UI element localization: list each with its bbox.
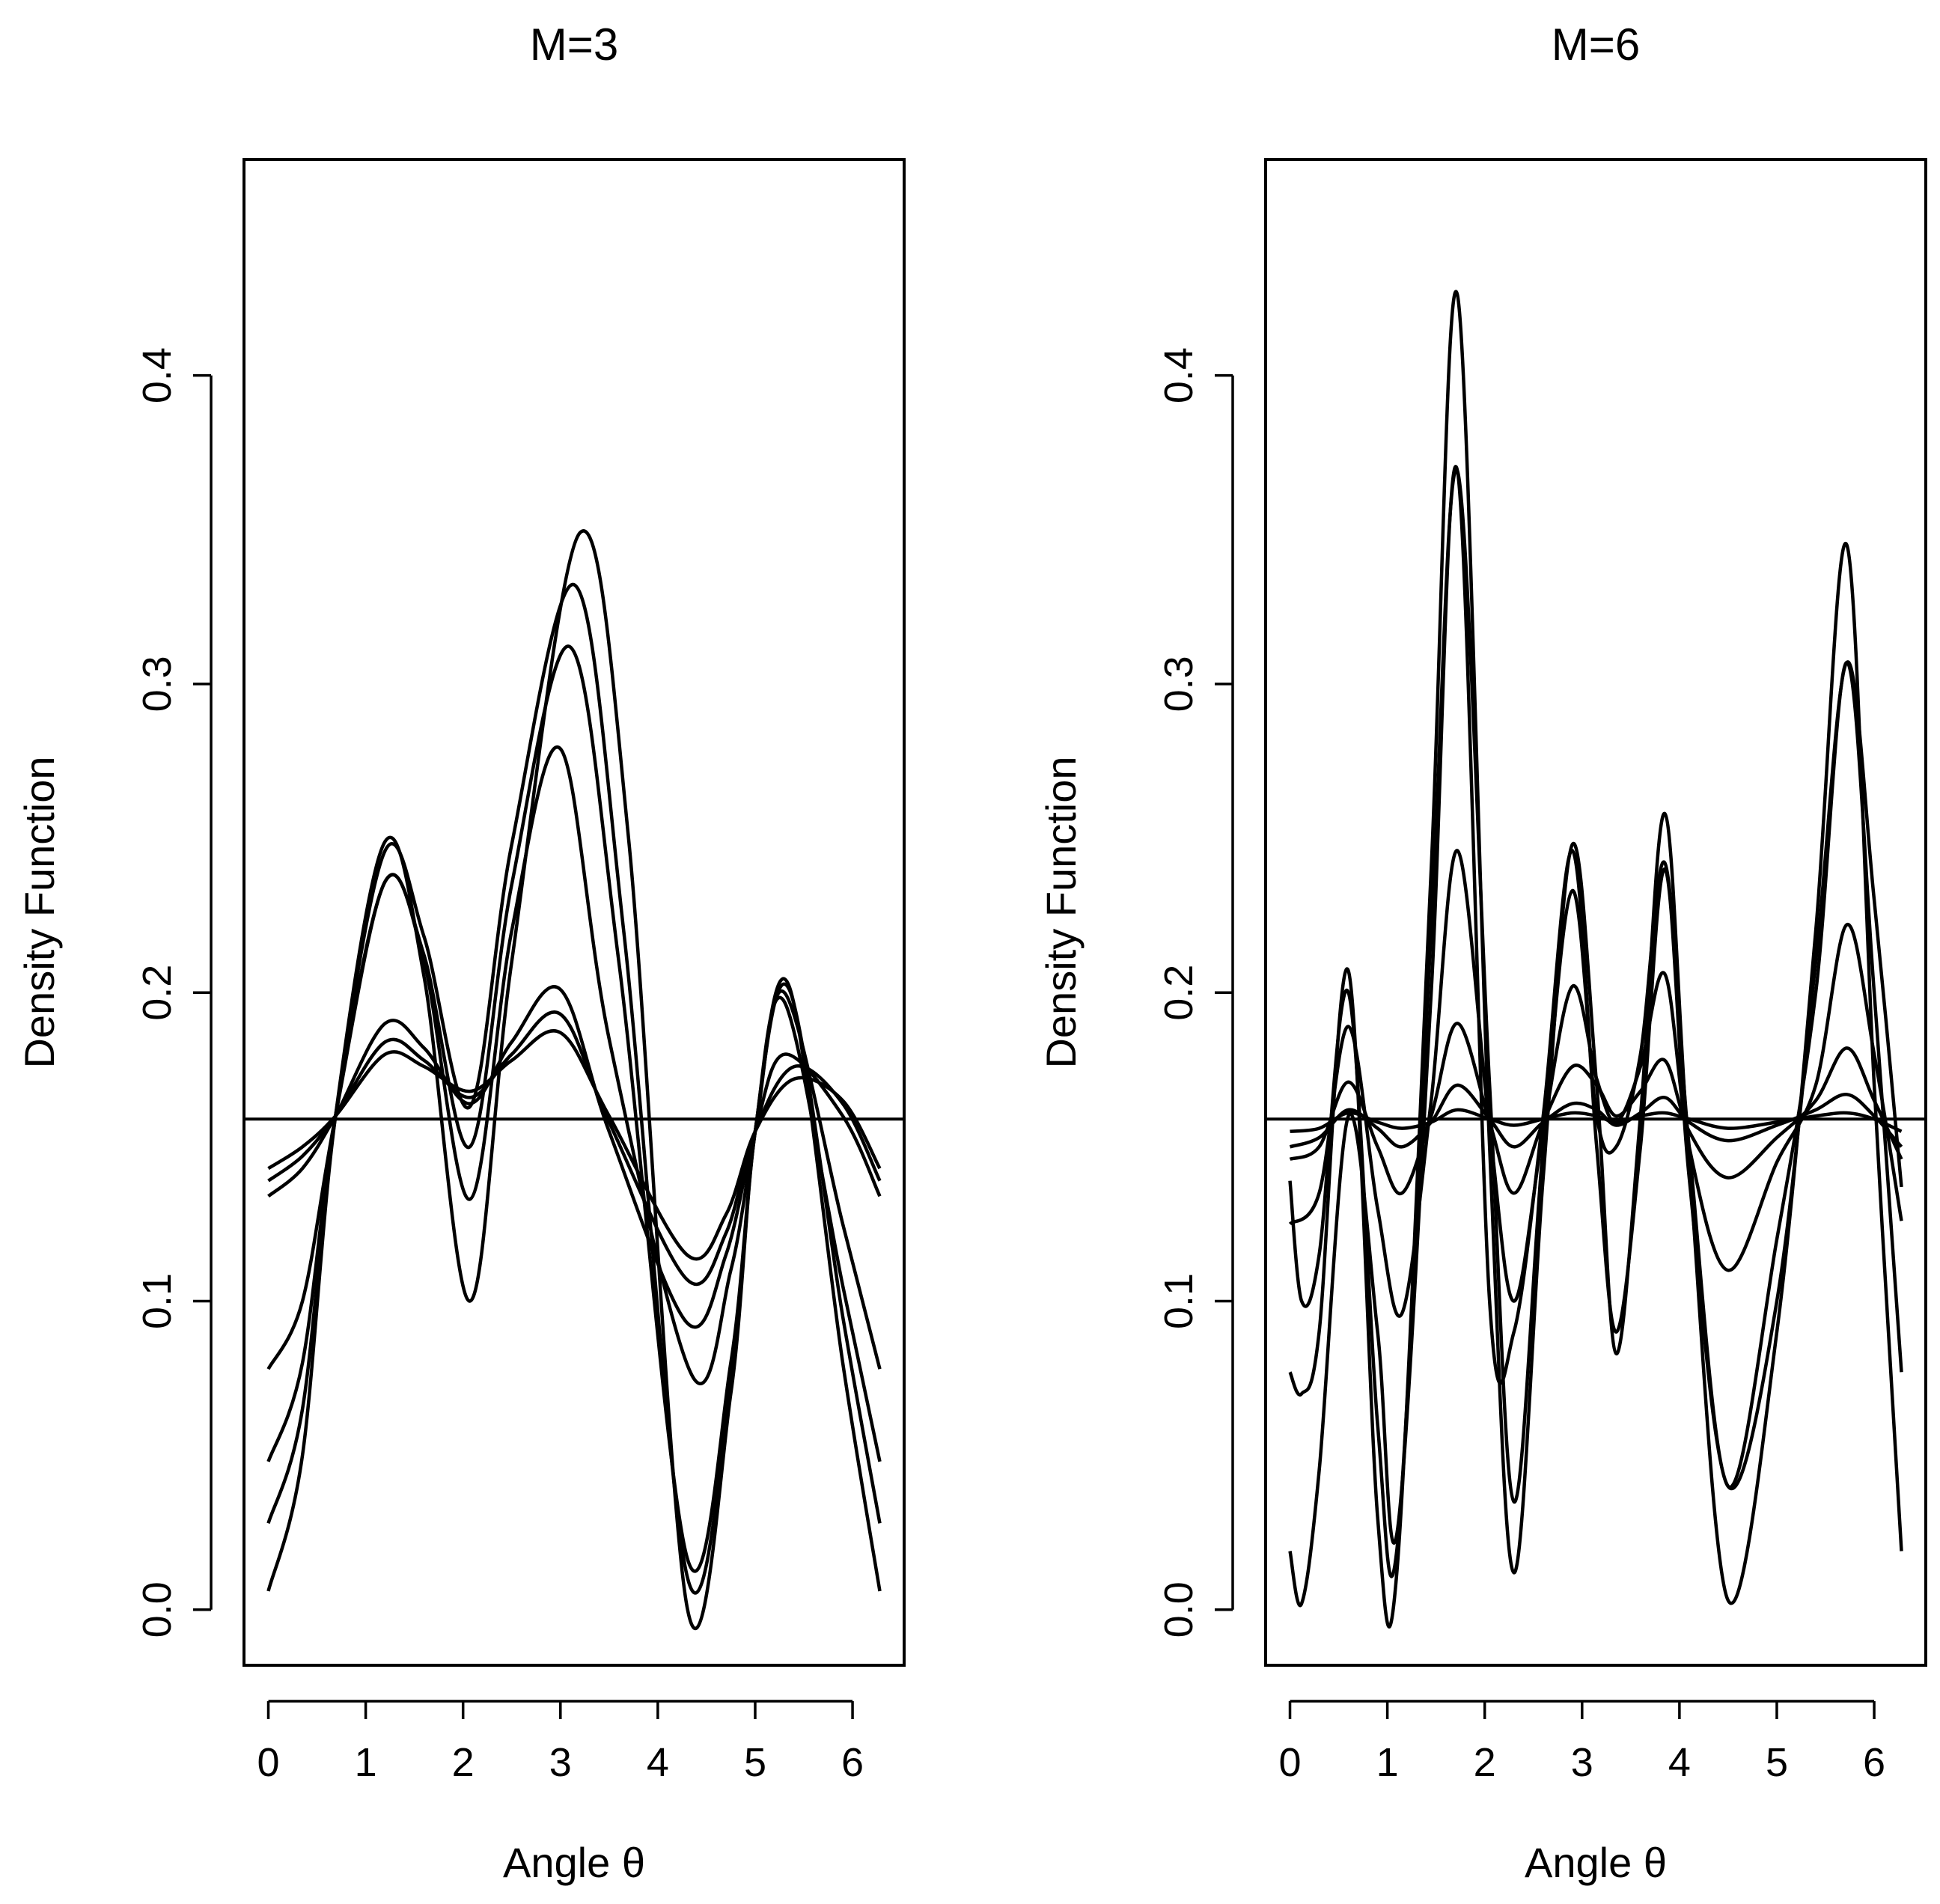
density-curve-4 (1288, 849, 1903, 1318)
x-tick-label: 6 (841, 1740, 864, 1785)
x-tick-label: 0 (257, 1740, 279, 1785)
y-tick-label: 0.2 (1156, 965, 1201, 1021)
x-tick-label: 0 (1278, 1740, 1301, 1785)
plot-area (244, 529, 904, 1631)
panel-m6: M=6 0 1 2 3 4 5 6 0.0 0.1 0.2 0.3 0.4 Angle θ Dens… (1037, 19, 1927, 1886)
y-tick-label: 0.1 (135, 1273, 180, 1329)
density-curve-7 (1288, 465, 1903, 1608)
y-axis: 0.0 0.1 0.2 0.3 0.4 (1156, 347, 1234, 1638)
y-axis: 0.0 0.1 0.2 0.3 0.4 (135, 347, 213, 1638)
density-curve-2 (1289, 1083, 1903, 1149)
y-tick-label: 0.4 (1156, 347, 1201, 403)
x-tick-label: 5 (744, 1740, 766, 1785)
panel-m3: M=3 0 1 2 3 4 5 6 0.0 0.1 0.2 0.3 0.4 Angle θ Dens… (16, 19, 906, 1886)
density-curve-3 (1289, 1022, 1903, 1196)
density-curve-2 (267, 1010, 882, 1287)
x-tick-label: 3 (1571, 1740, 1593, 1785)
y-tick-label: 0.4 (135, 347, 180, 403)
x-axis: 0 1 2 3 4 5 6 (1278, 1700, 1885, 1785)
x-tick-label: 2 (1474, 1740, 1496, 1785)
x-tick-label: 2 (452, 1740, 475, 1785)
x-tick-label: 1 (355, 1740, 377, 1785)
x-tick-label: 5 (1766, 1740, 1788, 1785)
panel-title: M=6 (1552, 19, 1640, 70)
y-tick-label: 0.3 (1156, 656, 1201, 712)
density-curve-1 (267, 1029, 882, 1261)
y-tick-label: 0.2 (135, 965, 180, 1021)
x-tick-label: 4 (1668, 1740, 1691, 1785)
x-tick-label: 3 (549, 1740, 572, 1785)
x-tick-label: 1 (1376, 1740, 1399, 1785)
x-tick-label: 4 (647, 1740, 669, 1785)
x-tick-label: 6 (1863, 1740, 1885, 1785)
series-group (1266, 290, 1926, 1629)
plot-frame (242, 158, 906, 1667)
panel-title: M=3 (530, 19, 618, 70)
series-group (244, 529, 904, 1631)
density-curve-7 (266, 529, 882, 1631)
y-tick-label: 0.0 (135, 1581, 180, 1638)
y-tick-label: 0.0 (1156, 1581, 1201, 1638)
x-axis-label: Angle θ (1525, 1839, 1667, 1886)
y-axis-label: Density Function (16, 756, 63, 1068)
y-axis-label: Density Function (1037, 756, 1085, 1068)
plot-area (1266, 290, 1926, 1629)
density-curve-3 (267, 985, 882, 1329)
y-tick-label: 0.3 (135, 656, 180, 712)
x-axis: 0 1 2 3 4 5 6 (257, 1700, 864, 1785)
plot-frame (1264, 158, 1927, 1667)
y-tick-label: 0.1 (1156, 1273, 1201, 1329)
x-axis-label: Angle θ (503, 1839, 645, 1886)
